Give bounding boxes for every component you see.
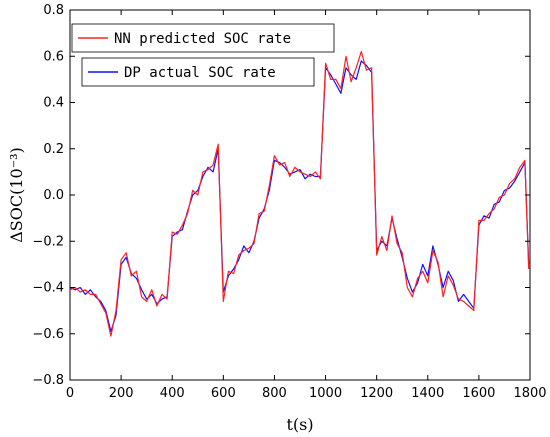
y-tick-label: −0.6 [32, 327, 64, 342]
y-tick-label: 0.8 [43, 3, 64, 18]
legend-label: DP actual SOC rate [124, 65, 276, 81]
ticks-layer: 0 200 400 600 800 1000 1200 1400 1600 1800 −0.8 −0.… [32, 3, 546, 401]
x-tick-label: 1400 [411, 386, 444, 401]
x-axis-label: t(s) [286, 415, 313, 434]
y-tick-label: −0.4 [32, 281, 64, 296]
y-tick-label: −0.8 [32, 373, 64, 388]
legend-box [71, 23, 335, 53]
y-tick-label: −0.2 [32, 234, 64, 249]
y-tick-label: 0.0 [43, 188, 64, 203]
series-line-1 [69, 60, 530, 332]
x-tick-label: 400 [160, 386, 185, 401]
x-tick-label: 1000 [309, 386, 342, 401]
series-line-2 [69, 51, 530, 337]
y-tick-label: 0.4 [43, 96, 64, 111]
x-tick-label: 0 [66, 386, 74, 401]
x-tick-label: 800 [262, 386, 287, 401]
legend: NN predicted SOC rate DP actual SOC rate [71, 23, 335, 87]
legend-label: NN predicted SOC rate [114, 31, 291, 47]
x-tick-label: 1800 [513, 386, 546, 401]
y-tick-label: 0.2 [43, 142, 64, 157]
x-tick-label: 1600 [462, 386, 495, 401]
x-tick-label: 1200 [360, 386, 393, 401]
series-layer [69, 51, 530, 337]
x-tick-label: 600 [211, 386, 236, 401]
y-tick-label: 0.6 [43, 49, 64, 64]
y-axis-label: ΔSOC(10⁻³) [7, 147, 26, 243]
legend-box [81, 57, 315, 87]
x-tick-label: 200 [109, 386, 134, 401]
